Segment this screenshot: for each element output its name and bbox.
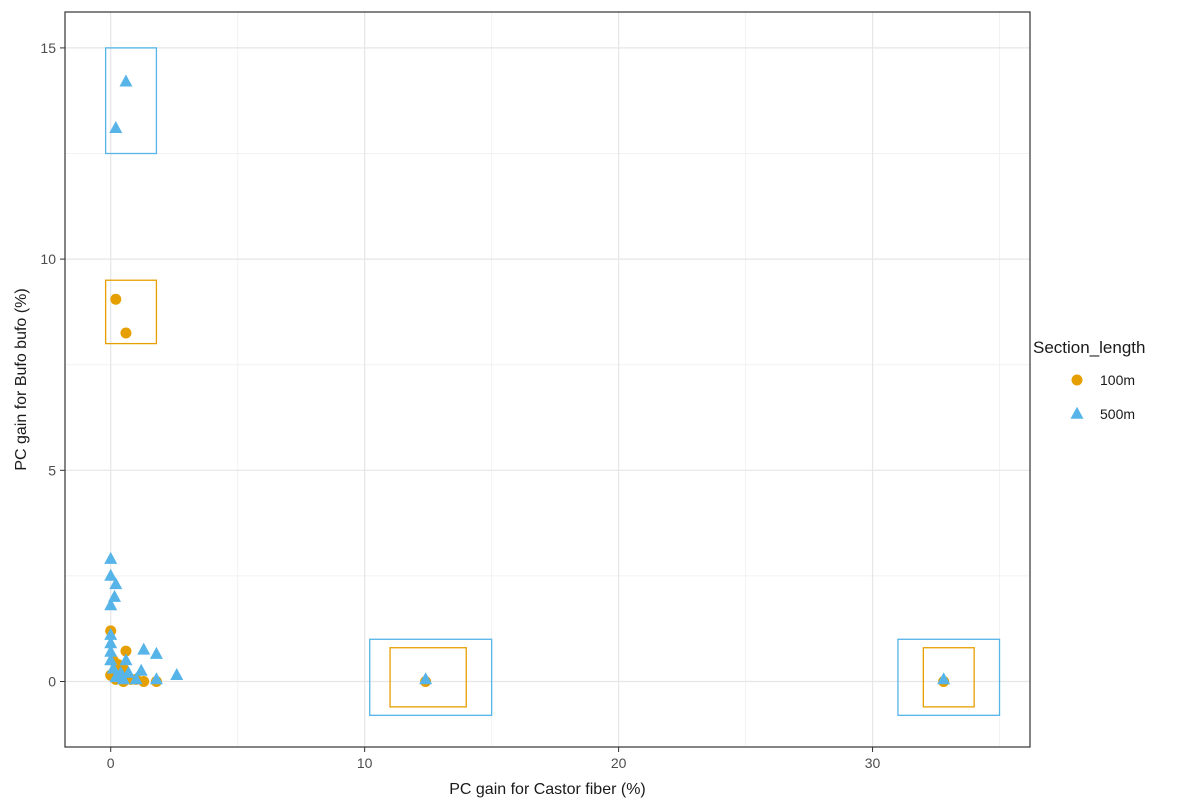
axis-ticks: 0 10 20 30 0 5 10 15 [40,40,880,771]
data-point-500m [419,672,433,685]
data-point-100m [110,293,122,305]
data-point-500m [106,661,120,674]
data-point-500m [108,589,122,602]
legend-key-500m [1070,406,1084,419]
data-point-100m [120,645,132,657]
legend-key-100m [1071,374,1083,386]
data-point-500m [109,577,123,590]
y-axis-title: PC gain for Bufo bufo (%) [13,288,30,470]
highlight-box [104,47,158,155]
highlight-box [922,647,975,708]
data-point-500m [170,667,184,680]
grid [65,12,1030,747]
data-point-100m [138,676,150,688]
data-point-500m [129,672,143,685]
data-point-500m [119,653,133,666]
data-point-500m [104,653,118,666]
x-axis-title: PC gain for Castor fiber (%) [449,781,646,798]
x-tick-label: 10 [357,755,373,771]
data-point-500m [104,598,118,611]
legend-label: 500m [1100,406,1135,422]
data-point-500m [109,120,123,133]
legend-title: Section_length [1033,338,1145,357]
x-tick-label: 30 [865,755,881,771]
data-point-500m [149,646,163,659]
data-point-500m [137,642,151,655]
data-point-500m [104,636,118,649]
data-point-500m [104,551,118,564]
data-point-500m [134,663,148,676]
data-point-500m [104,568,118,581]
highlight-boxes [104,47,1001,716]
data-point-500m [121,665,135,678]
highlight-box [369,638,493,716]
data-point-100m [120,327,132,339]
data-point-500m [104,627,118,640]
highlight-box [389,647,467,708]
x-tick-label: 0 [107,755,115,771]
highlight-box [897,638,1001,716]
highlight-box [104,279,158,345]
data-points [104,74,951,688]
data-point-500m [937,672,951,685]
x-tick-label: 20 [611,755,627,771]
y-tick-label: 5 [48,462,56,478]
y-tick-label: 0 [48,674,56,690]
plot-panel-border [64,11,1031,748]
y-tick-label: 10 [40,251,56,267]
legend: Section_length 100m 500m [1033,338,1145,422]
data-point-500m [116,672,130,685]
y-tick-label: 15 [40,40,56,56]
legend-label: 100m [1100,372,1135,388]
data-point-500m [149,672,163,685]
data-point-500m [119,74,133,87]
data-point-500m [104,644,118,657]
